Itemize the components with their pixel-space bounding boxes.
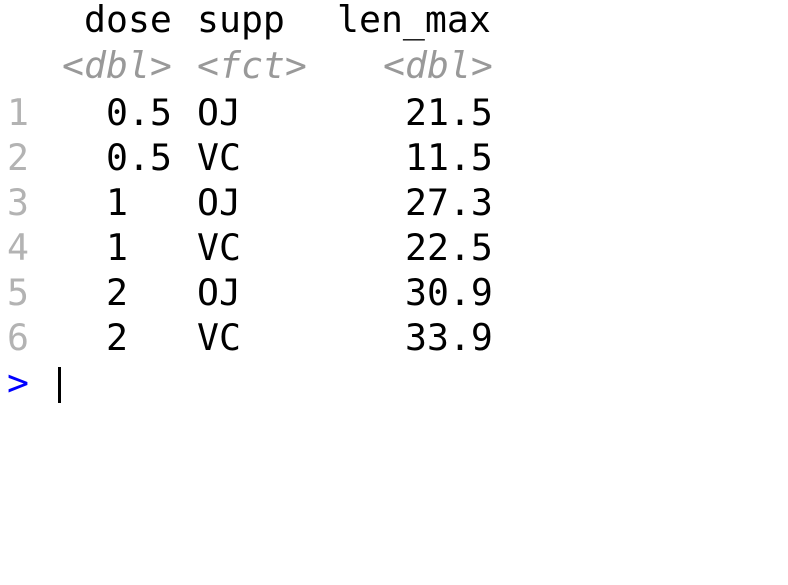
cell-dose: 2: [106, 271, 128, 314]
cell-len-max: 33.9: [405, 316, 493, 359]
column-type-supp: <fct>: [197, 44, 307, 87]
cell-len-max: 11.5: [405, 136, 493, 179]
table-row: 5 2 OJ 30.9: [7, 270, 782, 315]
column-header-supp: supp: [197, 0, 285, 41]
cell-supp: OJ: [197, 181, 241, 224]
table-type-row: <dbl> <fct> <dbl>: [7, 44, 782, 90]
table-row: 1 0.5 OJ 21.5: [7, 90, 782, 135]
cell-len-max: 27.3: [405, 181, 493, 224]
cell-supp: VC: [197, 136, 241, 179]
column-type-dose: <dbl>: [62, 44, 172, 87]
row-index: 3: [7, 181, 29, 224]
cell-dose: 1: [106, 226, 128, 269]
console-input-line[interactable]: >: [7, 360, 782, 405]
text-cursor: [58, 367, 61, 403]
cell-supp: OJ: [197, 91, 241, 134]
cell-supp: VC: [197, 316, 241, 359]
column-header-dose: dose: [84, 0, 172, 41]
cell-len-max: 21.5: [405, 91, 493, 134]
r-console-output: dose supp len_max <dbl> <fct> <dbl> 1 0.…: [7, 0, 782, 405]
table-row: 3 1 OJ 27.3: [7, 180, 782, 225]
table-row: 6 2 VC 33.9: [7, 315, 782, 360]
cell-dose: 2: [106, 316, 128, 359]
column-header-len-max: len_max: [337, 0, 491, 41]
row-index: 4: [7, 226, 29, 269]
row-index: 2: [7, 136, 29, 179]
table-header-row: dose supp len_max: [7, 0, 782, 45]
cell-supp: VC: [197, 226, 241, 269]
cell-dose: 0.5: [106, 91, 172, 134]
column-type-len-max: <dbl>: [383, 44, 493, 87]
row-index: 5: [7, 271, 29, 314]
cell-supp: OJ: [197, 271, 241, 314]
row-index: 1: [7, 91, 29, 134]
cell-dose: 1: [106, 181, 128, 224]
console-prompt: >: [7, 361, 29, 404]
table-row: 4 1 VC 22.5: [7, 225, 782, 270]
cell-len-max: 22.5: [405, 226, 493, 269]
cell-len-max: 30.9: [405, 271, 493, 314]
row-index: 6: [7, 316, 29, 359]
cell-dose: 0.5: [106, 136, 172, 179]
table-row: 2 0.5 VC 11.5: [7, 135, 782, 180]
